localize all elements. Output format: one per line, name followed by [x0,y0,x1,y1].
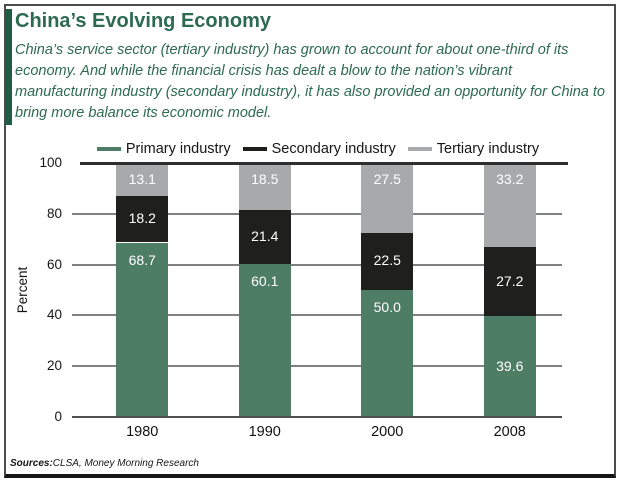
y-tick-label-80: 80 [46,205,62,221]
bar-segment-primary-industry-2008 [483,316,536,417]
value-label-secondary-industry-2000: 22.5 [373,252,401,269]
title-accent-bar [5,9,12,125]
intro-paragraph: China’s service sector (tertiary industr… [15,42,605,121]
source-value: CLSA, Money Morning Research [52,458,199,469]
gridline-60 [72,263,562,266]
bar-segment-tertiary-industry-2008 [483,163,536,248]
x-axis-label-2008: 2008 [493,424,526,440]
y-tick-label-0: 0 [54,409,62,424]
legend-item-primary-industry: Primary industry [96,141,231,157]
value-label-secondary-industry-1980: 18.2 [128,210,156,227]
bar-segment-secondary-industry-1980 [116,196,169,243]
value-label-tertiary-industry-2008: 33.2 [496,171,524,187]
bar-segment-primary-industry-1980 [116,242,169,417]
legend-item-secondary-industry: Secondary industry [242,141,396,157]
x-axis-label-1980: 1980 [126,424,159,440]
gridline-40 [72,314,562,317]
value-label-secondary-industry-1990: 21.4 [251,228,279,245]
y-tick-label-100: 100 [39,155,62,170]
y-tick-label-60: 60 [46,256,62,272]
source-note: Sources:CLSA, Money Morning Research [10,458,199,469]
bar-segment-primary-industry-2000 [361,290,414,417]
legend-label-tertiary-industry: Tertiary industry [436,141,540,157]
legend-swatch-secondary-industry [242,147,267,151]
chart-legend: Primary industry Secondary industry Tertia… [72,141,564,157]
x-axis-label-2000: 2000 [371,424,404,440]
value-label-primary-industry-2008: 39.6 [496,357,524,374]
value-label-tertiary-industry-1980: 13.1 [128,171,156,187]
bar-segment-primary-industry-1990 [238,264,291,417]
bar-segment-secondary-industry-2000 [361,232,414,290]
legend-label-secondary-industry: Secondary industry [271,141,396,157]
value-label-secondary-industry-2008: 27.2 [496,272,524,289]
legend-swatch-primary-industry [96,147,121,151]
legend-label-primary-industry: Primary industry [125,141,231,157]
value-label-primary-industry-1980: 68.7 [128,251,156,268]
axis-top-rule [80,162,568,165]
legend-swatch-tertiary-industry [407,147,432,151]
y-tick-label-40: 40 [46,307,62,323]
frame-border [4,4,616,478]
page-title: China’s Evolving Economy [15,10,271,32]
bar-segment-secondary-industry-2008 [483,247,536,317]
source-label: Sources: [10,458,53,469]
x-axis-label-1990: 1990 [248,424,281,440]
x-axis-baseline [72,416,562,418]
value-label-primary-industry-2000: 50.0 [373,299,401,315]
value-label-tertiary-industry-1990: 18.5 [251,171,279,187]
legend-item-tertiary-industry: Tertiary industry [407,141,540,157]
gridline-80 [72,212,562,215]
gridline-20 [72,365,562,368]
bar-segment-tertiary-industry-1980 [116,163,169,197]
value-label-primary-industry-1990: 60.1 [251,273,279,290]
bar-segment-secondary-industry-1990 [238,209,291,265]
bar-segment-tertiary-industry-1990 [238,163,291,210]
bar-segment-tertiary-industry-2000 [361,163,414,233]
value-label-tertiary-industry-2000: 27.5 [373,171,401,187]
y-tick-label-20: 20 [46,358,62,374]
